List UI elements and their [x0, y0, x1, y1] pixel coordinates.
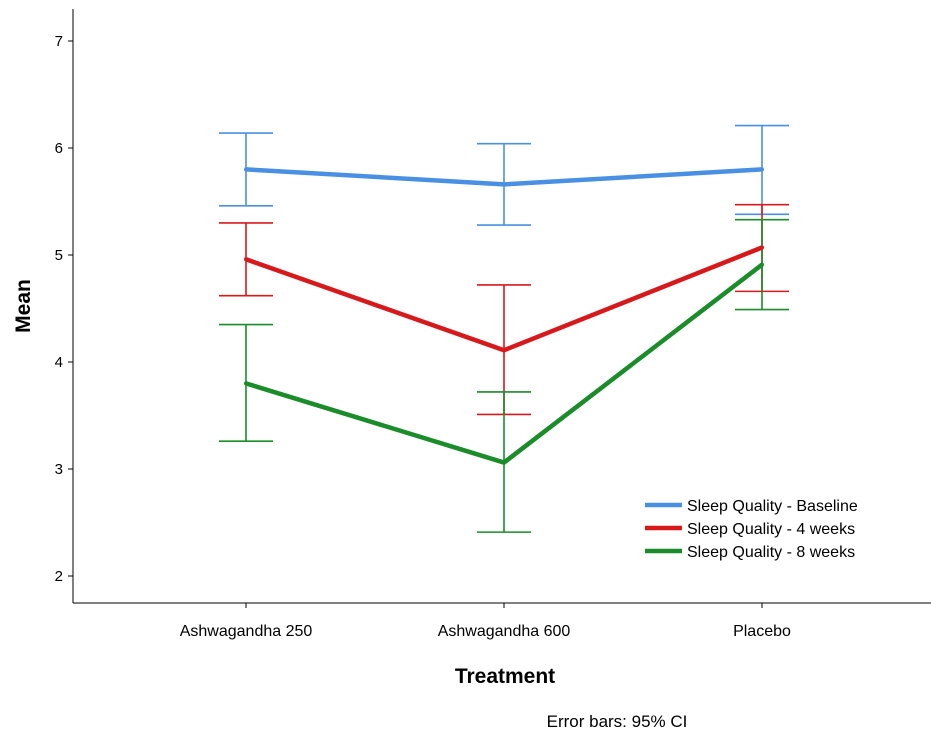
x-tick-label: Placebo	[733, 623, 791, 640]
legend-item: Sleep Quality - 4 weeks	[645, 521, 855, 538]
y-tick-label: 5	[55, 247, 63, 264]
data-point	[244, 381, 248, 386]
data-point	[760, 167, 764, 172]
data-point	[760, 262, 764, 267]
legend-item: Sleep Quality - Baseline	[645, 498, 858, 515]
x-tick-label: Ashwagandha 600	[438, 623, 571, 640]
data-point	[244, 167, 248, 172]
data-point	[760, 245, 764, 250]
x-axis-title: Treatment	[455, 665, 555, 688]
y-tick-label: 3	[55, 461, 63, 478]
axes	[72, 9, 931, 604]
series-lines	[244, 167, 764, 465]
legend-label: Sleep Quality - Baseline	[687, 498, 858, 515]
legend-label: Sleep Quality - 4 weeks	[687, 521, 855, 538]
x-tick-label: Ashwagandha 250	[180, 623, 313, 640]
y-tick-label: 2	[55, 568, 63, 585]
y-tick-label: 7	[55, 33, 63, 50]
x-ticks: Ashwagandha 250 Ashwagandha 600 Placebo	[180, 603, 791, 640]
legend-item: Sleep Quality - 8 weeks	[645, 544, 855, 561]
legend-label: Sleep Quality - 8 weeks	[687, 544, 855, 561]
data-point	[502, 348, 506, 353]
error-bars-footnote: Error bars: 95% CI	[547, 712, 688, 731]
y-tick-label: 6	[55, 140, 63, 157]
legend: Sleep Quality - Baseline Sleep Quality - …	[645, 498, 858, 561]
y-ticks: 2 3 4 5 6 7	[55, 33, 73, 585]
data-point	[502, 182, 506, 187]
y-tick-label: 4	[55, 354, 63, 371]
data-point	[502, 460, 506, 465]
data-point	[244, 257, 248, 262]
y-axis-title: Mean	[12, 279, 35, 333]
